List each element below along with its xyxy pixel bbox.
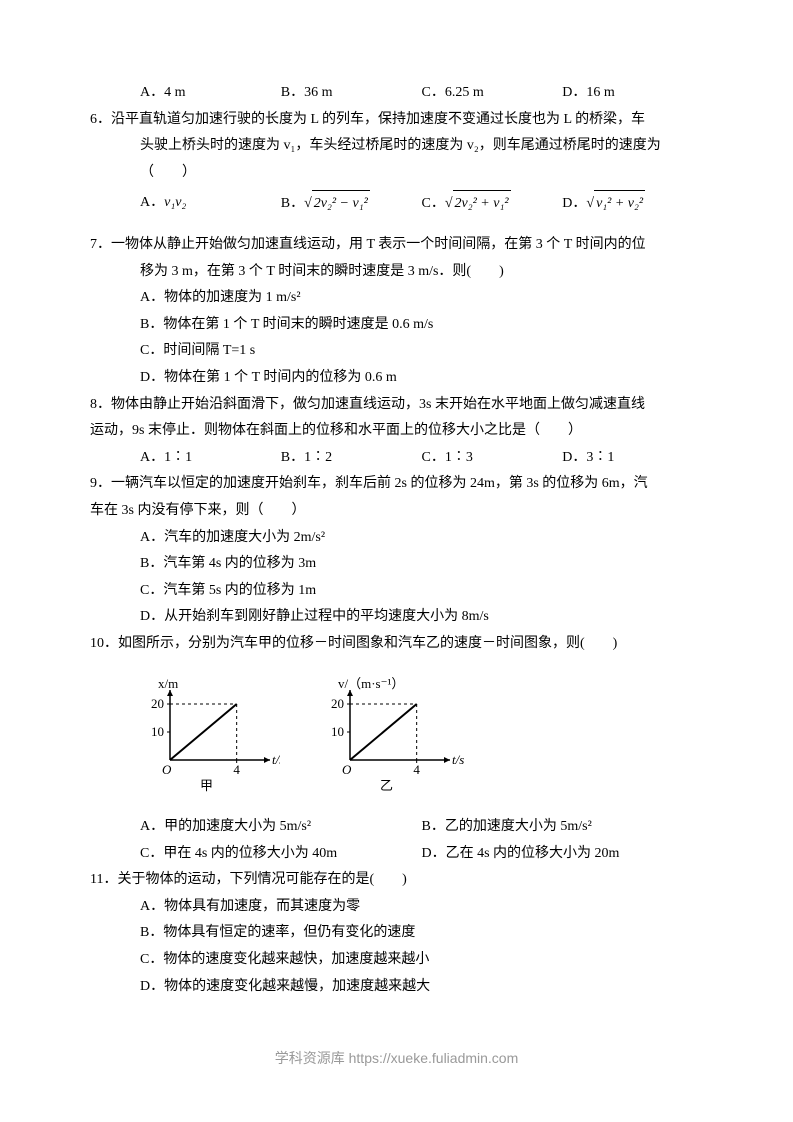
opt-label: A． — [140, 195, 164, 210]
q9-opt-c: C．汽车第 5s 内的位移为 1m — [90, 578, 703, 605]
q5-opt-c: C．6.25 m — [422, 80, 563, 107]
q10-opt-b: B．乙的加速度大小为 5m/s² — [422, 814, 704, 841]
q10-options-row2: C．甲在 4s 内的位移大小为 40m D．乙在 4s 内的位移大小为 20m — [90, 841, 703, 868]
q8-options: A．1∶1 B．1∶2 C．1∶3 D．3∶1 — [90, 445, 703, 472]
q7-opt-b: B．物体在第 1 个 T 时间末的瞬时速度是 0.6 m/s — [90, 312, 703, 339]
q11-opt-b: B．物体具有恒定的速率，但仍有变化的速度 — [90, 920, 703, 947]
svg-text:t/s: t/s — [452, 752, 464, 767]
graph-jia: 10 20 4 Ox/m t/s 甲 — [140, 665, 280, 806]
svg-text:t/s: t/s — [272, 752, 280, 767]
q10-opt-c: C．甲在 4s 内的位移大小为 40m — [140, 841, 422, 868]
q7-opt-d: D．物体在第 1 个 T 时间内的位移为 0.6 m — [90, 365, 703, 392]
q10-opt-a: A．甲的加速度大小为 5m/s² — [140, 814, 422, 841]
svg-text:10: 10 — [331, 724, 344, 739]
opt-label: C． — [422, 196, 445, 211]
position-time-graph: 10 20 4 Ox/m t/s 甲 — [140, 665, 280, 795]
opt-label: B． — [281, 196, 304, 211]
q7-opt-a: A．物体的加速度为 1 m/s² — [90, 285, 703, 312]
sqrt-icon: √v₁² + v₂² — [586, 190, 645, 218]
q9-stem-line2: 车在 3s 内没有停下来，则（ ） — [90, 498, 703, 525]
q5-opt-a: A．4 m — [140, 80, 281, 107]
q6-opt-a: A．v₁v₂ — [140, 190, 281, 218]
q6-options: A．v₁v₂ B．√2v₂² − v₁² C．√2v₂² + v₁² D．√v₁… — [90, 190, 703, 218]
q8-stem-line1: 8．物体由静止开始沿斜面滑下，做匀加速直线运动，3s 末开始在水平地面上做匀减速… — [90, 392, 703, 419]
q11-opt-a: A．物体具有加速度，而其速度为零 — [90, 894, 703, 921]
opt-label: D． — [562, 196, 586, 211]
q11-stem: 11．关于物体的运动，下列情况可能存在的是( ) — [90, 867, 703, 894]
q8-opt-c: C．1∶3 — [422, 445, 563, 472]
q6-opt-d: D．√v₁² + v₂² — [562, 190, 703, 218]
q6-opt-b: B．√2v₂² − v₁² — [281, 190, 422, 218]
q7-stem-line1: 7．一物体从静止开始做匀加速直线运动，用 T 表示一个时间间隔，在第 3 个 T… — [90, 232, 703, 259]
q9-opt-a: A．汽车的加速度大小为 2m/s² — [90, 525, 703, 552]
q10-graphs: 10 20 4 Ox/m t/s 甲 10 20 4 Ov/（m·s⁻¹） t/s 乙 — [90, 665, 703, 806]
q6-stem-line1: 6．沿平直轨道匀加速行驶的长度为 L 的列车，保持加速度不变通过长度也为 L 的… — [90, 107, 703, 134]
q10-stem: 10．如图所示，分别为汽车甲的位移－时间图象和汽车乙的速度－时间图象，则( ) — [90, 631, 703, 658]
svg-text:4: 4 — [233, 762, 240, 777]
q7-stem-line2: 移为 3 m，在第 3 个 T 时间末的瞬时速度是 3 m/s．则( ) — [90, 259, 703, 286]
q7-opt-c: C．时间间隔 T=1 s — [90, 338, 703, 365]
q6-stem-line2: 头驶上桥头时的速度为 v₁，车头经过桥尾时的速度为 v₂，则车尾通过桥尾时的速度… — [90, 133, 703, 160]
svg-text:20: 20 — [151, 696, 164, 711]
svg-text:乙: 乙 — [380, 778, 393, 793]
radicand: 2v₂² − v₁² — [312, 190, 370, 218]
radicand: 2v₂² + v₁² — [453, 190, 511, 218]
svg-text:x/m: x/m — [158, 676, 178, 691]
q6-stem-line3: （ ） — [90, 160, 703, 187]
q5-opt-d: D．16 m — [562, 80, 703, 107]
q10-options-row1: A．甲的加速度大小为 5m/s² B．乙的加速度大小为 5m/s² — [90, 814, 703, 841]
q9-opt-b: B．汽车第 4s 内的位移为 3m — [90, 551, 703, 578]
svg-text:O: O — [342, 762, 352, 777]
q5-options: A．4 m B．36 m C．6.25 m D．16 m — [90, 80, 703, 107]
svg-text:v/（m·s⁻¹）: v/（m·s⁻¹） — [338, 676, 404, 691]
sqrt-icon: √2v₂² − v₁² — [304, 190, 370, 218]
opt-expr: v₁v₂ — [164, 195, 186, 210]
q5-opt-b: B．36 m — [281, 80, 422, 107]
q11-opt-d: D．物体的速度变化越来越慢，加速度越来越大 — [90, 974, 703, 1001]
svg-text:10: 10 — [151, 724, 164, 739]
page-footer: 学科资源库 https://xueke.fuliadmin.com — [0, 1045, 793, 1072]
q8-opt-b: B．1∶2 — [281, 445, 422, 472]
q8-opt-d: D．3∶1 — [562, 445, 703, 472]
graph-yi: 10 20 4 Ov/（m·s⁻¹） t/s 乙 — [320, 665, 480, 806]
q10-opt-d: D．乙在 4s 内的位移大小为 20m — [422, 841, 704, 868]
velocity-time-graph: 10 20 4 Ov/（m·s⁻¹） t/s 乙 — [320, 665, 480, 795]
q6-opt-c: C．√2v₂² + v₁² — [422, 190, 563, 218]
q9-opt-d: D．从开始刹车到刚好静止过程中的平均速度大小为 8m/s — [90, 604, 703, 631]
svg-text:甲: 甲 — [200, 778, 213, 793]
q8-opt-a: A．1∶1 — [140, 445, 281, 472]
q11-opt-c: C．物体的速度变化越来越快，加速度越来越小 — [90, 947, 703, 974]
svg-text:20: 20 — [331, 696, 344, 711]
svg-text:4: 4 — [413, 762, 420, 777]
svg-text:O: O — [162, 762, 172, 777]
q9-stem-line1: 9．一辆汽车以恒定的加速度开始刹车，刹车后前 2s 的位移为 24m，第 3s … — [90, 471, 703, 498]
radicand: v₁² + v₂² — [594, 190, 645, 218]
sqrt-icon: √2v₂² + v₁² — [445, 190, 511, 218]
q8-stem-line2: 运动，9s 末停止．则物体在斜面上的位移和水平面上的位移大小之比是（ ） — [90, 418, 703, 445]
